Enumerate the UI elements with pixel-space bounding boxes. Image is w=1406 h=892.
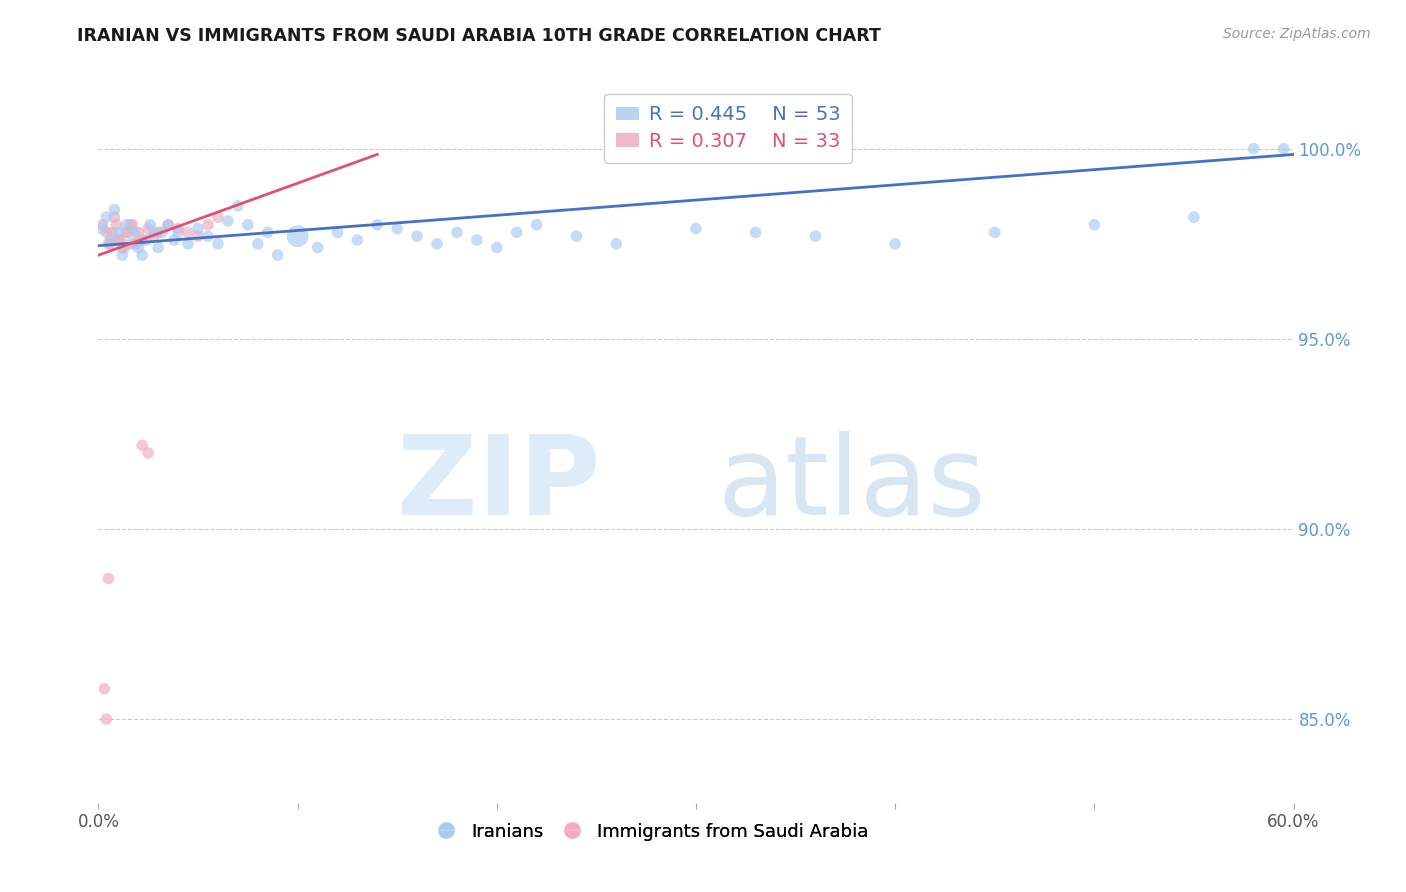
Point [143, 229, 166, 244]
Point [98, 236, 122, 251]
Point [120, 236, 142, 251]
Point [105, 218, 128, 232]
Point [150, 226, 173, 240]
Point [112, 241, 135, 255]
Point [197, 229, 219, 244]
Point [406, 229, 429, 244]
Point [1272, 142, 1295, 156]
Point [485, 241, 508, 255]
Point [120, 218, 142, 232]
Point [111, 241, 134, 255]
Point [685, 221, 707, 235]
Point [163, 233, 186, 247]
Point [167, 226, 190, 240]
Point [236, 218, 259, 232]
Point [115, 226, 138, 240]
Point [1182, 210, 1205, 224]
Point [605, 236, 627, 251]
Point [148, 241, 170, 255]
Text: atlas: atlas [717, 432, 986, 539]
Point [97, 571, 120, 585]
Point [307, 241, 329, 255]
Point [465, 233, 488, 247]
Point [131, 233, 153, 247]
Point [346, 233, 368, 247]
Point [804, 229, 827, 244]
Point [107, 233, 129, 247]
Point [446, 226, 468, 240]
Point [287, 229, 309, 244]
Point [426, 236, 449, 251]
Point [177, 236, 200, 251]
Point [167, 221, 190, 235]
Point [131, 248, 153, 262]
Point [526, 218, 548, 232]
Point [366, 218, 388, 232]
Text: ZIP: ZIP [396, 432, 600, 539]
Point [884, 236, 907, 251]
Point [127, 241, 149, 255]
Point [385, 221, 409, 235]
Point [111, 248, 134, 262]
Point [1083, 218, 1105, 232]
Point [1243, 142, 1265, 156]
Point [135, 233, 157, 247]
Point [103, 210, 125, 224]
Point [127, 226, 149, 240]
Point [131, 438, 153, 452]
Point [91, 218, 114, 232]
Point [506, 226, 529, 240]
Point [124, 226, 146, 240]
Point [177, 226, 200, 240]
Point [103, 202, 125, 217]
Point [207, 236, 229, 251]
Point [117, 226, 139, 240]
Point [124, 236, 146, 251]
Point [565, 229, 588, 244]
Point [267, 248, 290, 262]
Legend: Iranians, Immigrants from Saudi Arabia: Iranians, Immigrants from Saudi Arabia [420, 815, 876, 848]
Point [125, 236, 148, 251]
Point [187, 229, 209, 244]
Point [91, 221, 114, 235]
Point [97, 236, 120, 251]
Point [226, 199, 249, 213]
Point [96, 712, 118, 726]
Point [98, 233, 122, 247]
Point [157, 218, 180, 232]
Point [143, 226, 166, 240]
Point [96, 226, 118, 240]
Point [197, 218, 219, 232]
Point [256, 226, 278, 240]
Point [121, 218, 143, 232]
Point [136, 221, 159, 235]
Point [107, 226, 129, 240]
Text: Source: ZipAtlas.com: Source: ZipAtlas.com [1223, 27, 1371, 41]
Point [101, 226, 124, 240]
Point [326, 226, 349, 240]
Point [207, 210, 229, 224]
Point [148, 226, 170, 240]
Point [984, 226, 1007, 240]
Point [96, 210, 118, 224]
Point [187, 221, 209, 235]
Point [139, 218, 162, 232]
Point [93, 681, 115, 696]
Point [110, 233, 132, 247]
Point [246, 236, 269, 251]
Point [157, 218, 180, 232]
Text: IRANIAN VS IMMIGRANTS FROM SAUDI ARABIA 10TH GRADE CORRELATION CHART: IRANIAN VS IMMIGRANTS FROM SAUDI ARABIA … [77, 27, 882, 45]
Point [115, 218, 138, 232]
Point [745, 226, 768, 240]
Point [217, 214, 239, 228]
Point [136, 446, 159, 460]
